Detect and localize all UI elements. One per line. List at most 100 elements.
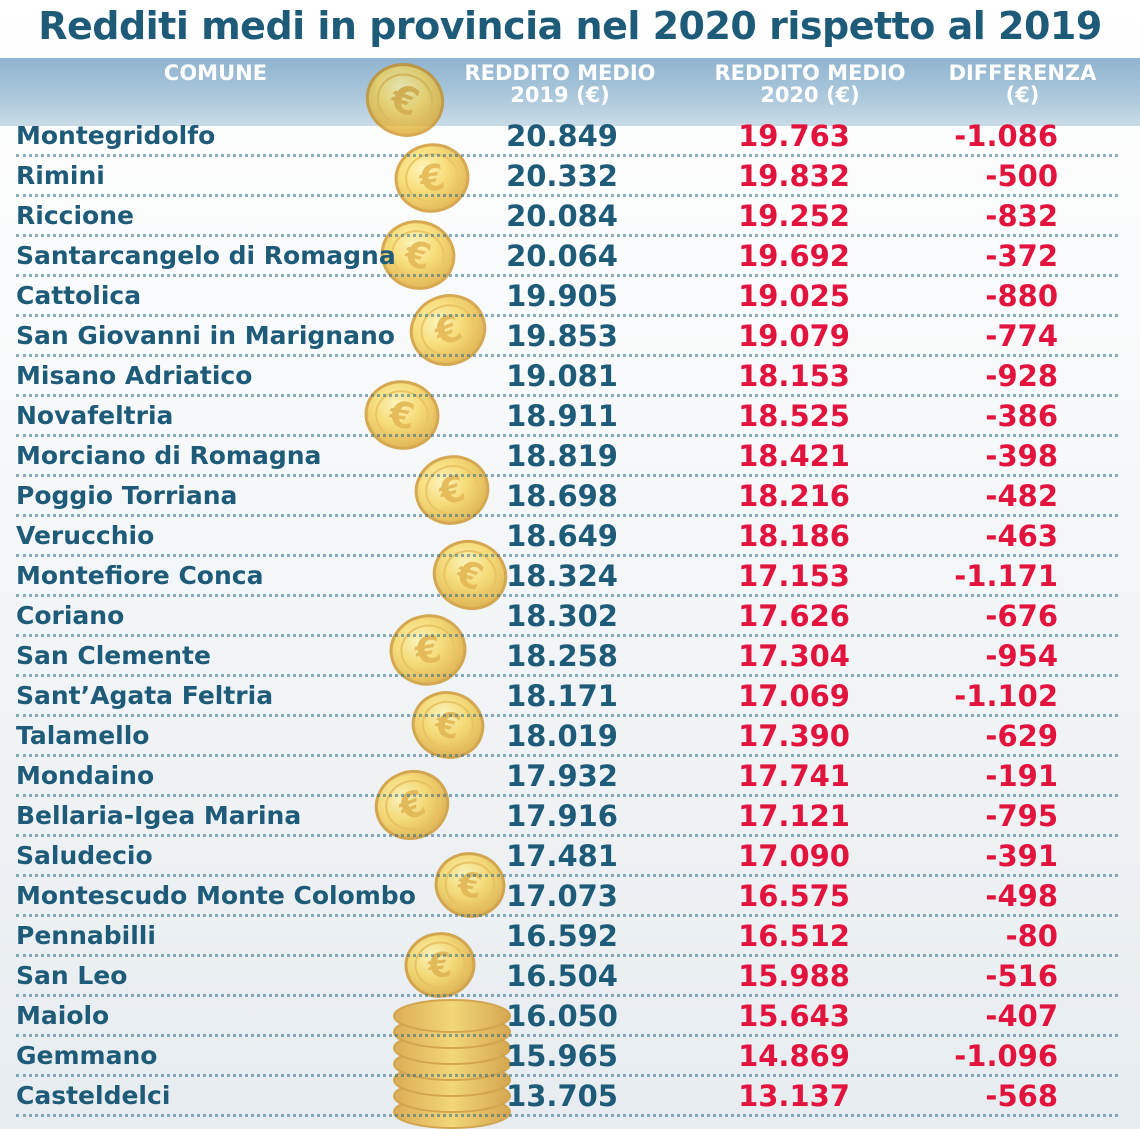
reddito-2019-cell: 19.081	[506, 359, 618, 393]
comune-cell: Mondaino	[16, 761, 155, 790]
comune-cell: Novafeltria	[16, 401, 174, 430]
reddito-2019-cell: 15.965	[506, 1039, 618, 1073]
comune-cell: Cattolica	[16, 281, 142, 310]
differenza-cell: -500	[985, 159, 1058, 193]
table-row: Casteldelci 13.705 13.137 -568	[0, 1078, 1140, 1118]
reddito-2020-cell: 18.421	[738, 439, 850, 473]
reddito-2020-cell: 17.390	[738, 719, 850, 753]
reddito-2019-cell: 20.084	[506, 199, 618, 233]
differenza-cell: -954	[985, 639, 1058, 673]
differenza-cell: -498	[985, 879, 1058, 913]
differenza-cell: -1.086	[954, 119, 1058, 153]
differenza-cell: -774	[985, 319, 1058, 353]
reddito-2020-cell: 17.069	[738, 679, 850, 713]
reddito-2019-cell: 18.258	[506, 639, 618, 673]
table-row: Montefiore Conca 18.324 17.153 -1.171	[0, 558, 1140, 598]
differenza-cell: -568	[985, 1079, 1058, 1113]
reddito-2019-cell: 17.073	[506, 879, 618, 913]
reddito-2020-cell: 19.025	[738, 279, 850, 313]
table-row: San Leo 16.504 15.988 -516	[0, 958, 1140, 998]
table-row: Maiolo 16.050 15.643 -407	[0, 998, 1140, 1038]
reddito-2020-cell: 17.304	[738, 639, 850, 673]
reddito-2019-cell: 19.905	[506, 279, 618, 313]
differenza-cell: -1.171	[954, 559, 1058, 593]
table-row: Novafeltria 18.911 18.525 -386	[0, 398, 1140, 438]
comune-cell: Santarcangelo di Romagna	[16, 241, 396, 270]
comune-cell: Riccione	[16, 201, 134, 230]
comune-cell: San Giovanni in Marignano	[16, 321, 395, 350]
comune-cell: Coriano	[16, 601, 125, 630]
comune-cell: Bellaria-Igea Marina	[16, 801, 302, 830]
reddito-2020-cell: 19.692	[738, 239, 850, 273]
table-row: Montescudo Monte Colombo 17.073 16.575 -498	[0, 878, 1140, 918]
reddito-2020-cell: 18.216	[738, 479, 850, 513]
reddito-2019-cell: 17.916	[506, 799, 618, 833]
reddito-2019-cell: 17.932	[506, 759, 618, 793]
reddito-2020-cell: 17.121	[738, 799, 850, 833]
table-row: Bellaria-Igea Marina 17.916 17.121 -795	[0, 798, 1140, 838]
comune-cell: San Clemente	[16, 641, 211, 670]
income-table: Montegridolfo 20.849 19.763 -1.086 Rimini 20.…	[0, 118, 1140, 1118]
table-row: Santarcangelo di Romagna 20.064 19.692 -372	[0, 238, 1140, 278]
reddito-2020-cell: 17.153	[738, 559, 850, 593]
reddito-2019-cell: 18.649	[506, 519, 618, 553]
table-row: San Clemente 18.258 17.304 -954	[0, 638, 1140, 678]
reddito-2019-cell: 13.705	[506, 1079, 618, 1113]
differenza-cell: -398	[985, 439, 1058, 473]
table-row: Coriano 18.302 17.626 -676	[0, 598, 1140, 638]
chart-title: Redditi medi in provincia nel 2020 rispe…	[38, 4, 1102, 48]
header-reddito-2019: REDDITO MEDIO 2019 (€)	[464, 61, 656, 107]
table-row: Verucchio 18.649 18.186 -463	[0, 518, 1140, 558]
reddito-2020-cell: 17.626	[738, 599, 850, 633]
comune-cell: Montescudo Monte Colombo	[16, 881, 416, 910]
table-row: Morciano di Romagna 18.819 18.421 -398	[0, 438, 1140, 478]
comune-cell: Morciano di Romagna	[16, 441, 322, 470]
differenza-cell: -372	[985, 239, 1058, 273]
comune-cell: Gemmano	[16, 1041, 158, 1070]
differenza-cell: -676	[985, 599, 1058, 633]
table-row: Saludecio 17.481 17.090 -391	[0, 838, 1140, 878]
reddito-2019-cell: 18.019	[506, 719, 618, 753]
table-row: Sant’Agata Feltria 18.171 17.069 -1.102	[0, 678, 1140, 718]
reddito-2019-cell: 20.064	[506, 239, 618, 273]
differenza-cell: -407	[985, 999, 1058, 1033]
table-header-band	[0, 58, 1140, 126]
reddito-2020-cell: 18.525	[738, 399, 850, 433]
header-differenza: DIFFERENZA (€)	[948, 61, 1097, 107]
reddito-2020-cell: 13.137	[738, 1079, 850, 1113]
reddito-2019-cell: 18.171	[506, 679, 618, 713]
table-row: Montegridolfo 20.849 19.763 -1.086	[0, 118, 1140, 158]
reddito-2019-cell: 17.481	[506, 839, 618, 873]
reddito-2019-cell: 18.819	[506, 439, 618, 473]
reddito-2019-cell: 18.324	[506, 559, 618, 593]
differenza-cell: -880	[985, 279, 1058, 313]
reddito-2019-cell: 18.911	[506, 399, 618, 433]
differenza-cell: -386	[985, 399, 1058, 433]
reddito-2020-cell: 15.643	[738, 999, 850, 1033]
table-row: Misano Adriatico 19.081 18.153 -928	[0, 358, 1140, 398]
comune-cell: Montefiore Conca	[16, 561, 264, 590]
comune-cell: Rimini	[16, 161, 105, 190]
header-reddito-2020: REDDITO MEDIO 2020 (€)	[714, 61, 906, 107]
reddito-2020-cell: 16.575	[738, 879, 850, 913]
differenza-cell: -391	[985, 839, 1058, 873]
comune-cell: Maiolo	[16, 1001, 110, 1030]
reddito-2020-cell: 17.090	[738, 839, 850, 873]
comune-cell: Montegridolfo	[16, 121, 216, 150]
reddito-2020-cell: 18.153	[738, 359, 850, 393]
table-row: Talamello 18.019 17.390 -629	[0, 718, 1140, 758]
differenza-cell: -832	[985, 199, 1058, 233]
reddito-2019-cell: 16.592	[506, 919, 618, 953]
table-row: Cattolica 19.905 19.025 -880	[0, 278, 1140, 318]
reddito-2020-cell: 19.763	[738, 119, 850, 153]
reddito-2019-cell: 18.302	[506, 599, 618, 633]
differenza-cell: -928	[985, 359, 1058, 393]
reddito-2020-cell: 19.252	[738, 199, 850, 233]
reddito-2019-cell: 18.698	[506, 479, 618, 513]
reddito-2019-cell: 19.853	[506, 319, 618, 353]
differenza-cell: -482	[985, 479, 1058, 513]
reddito-2020-cell: 19.832	[738, 159, 850, 193]
differenza-cell: -463	[985, 519, 1058, 553]
comune-cell: San Leo	[16, 961, 128, 990]
differenza-cell: -1.096	[954, 1039, 1058, 1073]
